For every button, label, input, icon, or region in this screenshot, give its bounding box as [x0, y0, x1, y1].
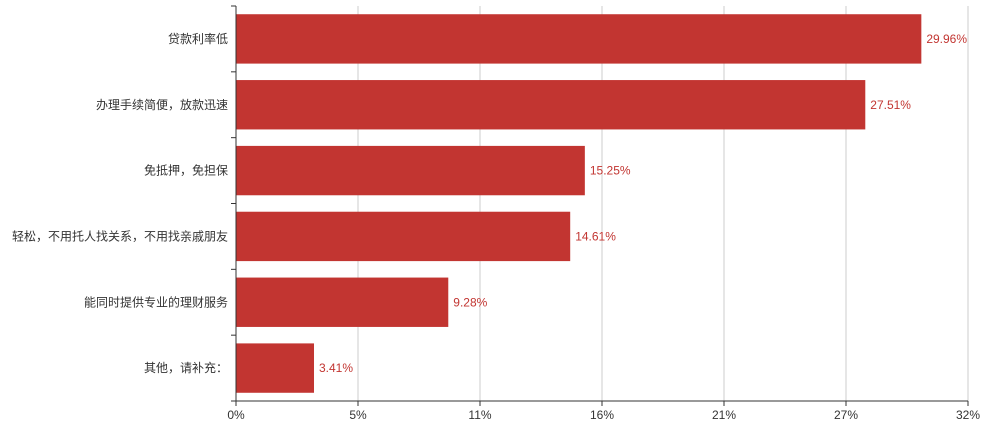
bar — [236, 277, 449, 327]
x-tick-label: 21% — [712, 408, 736, 422]
y-category-label: 贷款利率低 — [168, 31, 228, 46]
value-label: 3.41% — [319, 361, 353, 375]
bar — [236, 14, 922, 64]
bar — [236, 145, 585, 196]
value-label: 9.28% — [453, 295, 487, 309]
x-tick-label: 5% — [349, 408, 367, 422]
y-category-label: 轻松，不用托人找关系，不用找亲戚朋友 — [12, 229, 228, 243]
axes — [231, 5, 969, 406]
labels: 0% 5% 11% 16% 21% 27% 32% 贷款利率低 29.96% 办理手续简便，放款迅… — [12, 31, 980, 422]
grid-lines — [357, 6, 969, 401]
bars — [236, 14, 922, 393]
y-category-label: 能同时提供专业的理财服务 — [84, 294, 228, 309]
y-category-label: 办理手续简便，放款迅速 — [96, 97, 228, 112]
y-category-label: 其他，请补充： — [144, 360, 228, 375]
x-tick-label: 0% — [227, 408, 245, 422]
value-label: 27.51% — [870, 98, 911, 112]
value-label: 14.61% — [575, 229, 616, 243]
x-tick-label: 27% — [834, 408, 858, 422]
bar — [236, 211, 571, 262]
y-category-label: 免抵押，免担保 — [144, 163, 228, 178]
value-label: 29.96% — [926, 32, 967, 46]
x-tick-label: 32% — [956, 408, 980, 422]
bar — [236, 343, 315, 393]
x-tick-label: 16% — [590, 408, 614, 422]
value-label: 15.25% — [590, 164, 631, 178]
x-tick-label: 11% — [468, 408, 491, 422]
bar — [236, 80, 866, 130]
